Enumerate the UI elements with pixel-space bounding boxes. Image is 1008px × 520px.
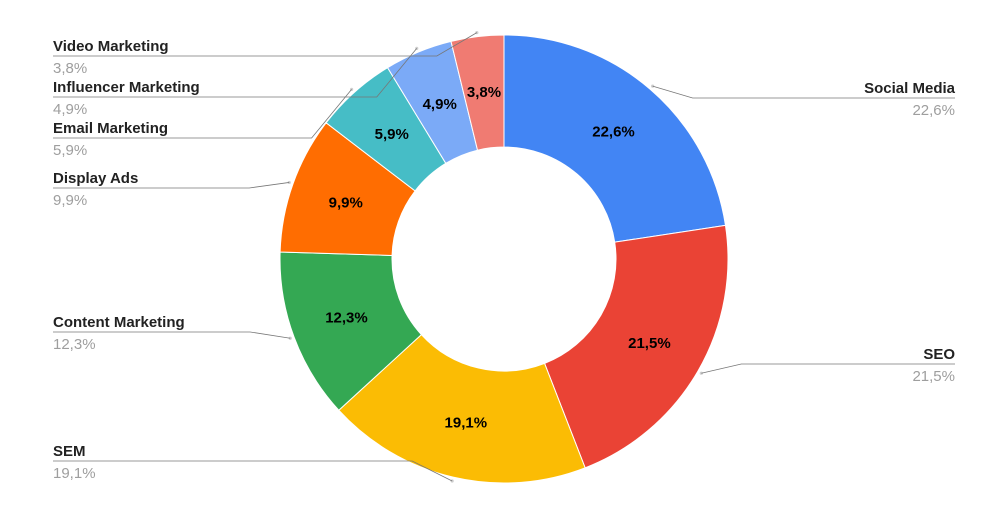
slice-value-label-sem: 19,1% — [445, 415, 488, 432]
slices-group — [279, 34, 729, 484]
category-label-sem: SEM — [53, 443, 86, 460]
leader-line-social-media — [652, 85, 955, 99]
category-value-social-media: 22,6% — [912, 102, 955, 119]
category-label-content-marketing: Content Marketing — [53, 314, 185, 331]
leader-line-email-marketing — [53, 89, 352, 139]
category-label-display-ads: Display Ads — [53, 170, 138, 187]
leader-line-content-marketing — [53, 331, 291, 339]
leader-lines-group — [53, 31, 955, 483]
leader-line-video-marketing — [53, 32, 478, 57]
category-value-influencer-marketing: 4,9% — [53, 101, 87, 118]
category-value-seo: 21,5% — [912, 368, 955, 385]
category-label-seo: SEO — [923, 346, 955, 363]
slice-seo — [543, 224, 729, 469]
category-value-email-marketing: 5,9% — [53, 142, 87, 159]
slice-social-media — [503, 34, 727, 243]
category-value-video-marketing: 3,8% — [53, 60, 87, 77]
slice-value-label-display-ads: 9,9% — [329, 195, 363, 212]
category-value-sem: 19,1% — [53, 465, 96, 482]
category-label-social-media: Social Media — [864, 80, 956, 97]
category-label-email-marketing: Email Marketing — [53, 120, 168, 137]
slice-name-labels-group: Social Media 22,6% SEO 21,5% SEM 19,1% Content… — [53, 38, 956, 482]
leader-line-seo — [701, 363, 955, 374]
slice-value-label-seo: 21,5% — [628, 335, 671, 352]
slice-value-label-social-media: 22,6% — [592, 124, 635, 141]
slice-value-labels-group: 22,6% 21,5% 19,1% 12,3% 9,9% 5,9% 4,9% 3,8% — [325, 84, 670, 431]
leader-line-display-ads — [53, 182, 290, 189]
category-label-video-marketing: Video Marketing — [53, 38, 169, 55]
category-label-influencer-marketing: Influencer Marketing — [53, 79, 200, 96]
slice-value-label-email-marketing: 5,9% — [375, 126, 409, 143]
category-value-display-ads: 9,9% — [53, 192, 87, 209]
slice-value-label-content-marketing: 12,3% — [325, 309, 368, 326]
category-value-content-marketing: 12,3% — [53, 336, 96, 353]
slice-value-label-influencer-marketing: 4,9% — [423, 96, 457, 113]
leader-line-sem — [53, 460, 453, 482]
leader-line-influencer-marketing — [53, 48, 418, 98]
slice-sem — [338, 333, 586, 484]
slice-value-label-video-marketing: 3,8% — [467, 84, 501, 101]
